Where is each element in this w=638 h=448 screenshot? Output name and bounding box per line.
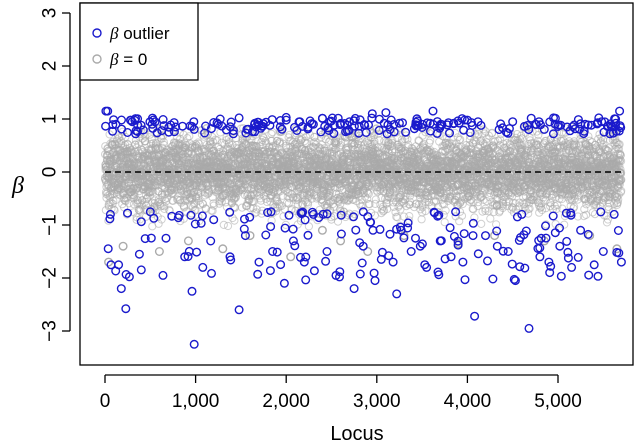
locus-point bbox=[252, 208, 261, 217]
locus-point bbox=[154, 219, 163, 228]
locus-point bbox=[132, 215, 141, 224]
locus-point bbox=[194, 139, 204, 148]
locus-point bbox=[165, 206, 174, 216]
locus-point bbox=[159, 137, 168, 147]
locus-point bbox=[252, 205, 261, 214]
locus-point bbox=[219, 220, 228, 229]
locus-point bbox=[191, 139, 200, 149]
locus-point bbox=[209, 201, 218, 210]
locus-point bbox=[238, 203, 247, 212]
locus-point bbox=[194, 138, 203, 147]
locus-point bbox=[111, 195, 120, 205]
locus-point bbox=[121, 132, 130, 142]
locus-point bbox=[223, 221, 233, 231]
locus-point bbox=[221, 198, 230, 207]
locus-point bbox=[160, 204, 169, 213]
background-points-layer bbox=[100, 122, 626, 231]
locus-point bbox=[191, 206, 200, 215]
locus-point bbox=[124, 199, 133, 208]
locus-point bbox=[477, 219, 486, 228]
locus-point bbox=[257, 209, 266, 218]
locus-point bbox=[198, 200, 208, 209]
locus-point bbox=[209, 137, 218, 146]
locus-point bbox=[183, 134, 192, 143]
locus-point bbox=[417, 215, 426, 224]
locus-point bbox=[267, 216, 276, 225]
locus-point bbox=[258, 206, 267, 215]
locus-point bbox=[230, 216, 239, 225]
